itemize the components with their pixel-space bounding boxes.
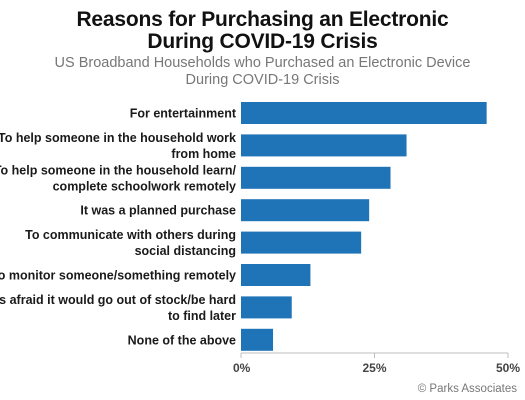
bar — [241, 102, 487, 124]
source-credit: © Parks Associates — [418, 383, 517, 395]
chart-subtitle-line-1: US Broadband Households who Purchased an… — [54, 55, 471, 71]
chart-subtitle-line-2: During COVID-19 Crisis — [185, 72, 340, 88]
category-label: to find later — [168, 309, 236, 323]
category-label: social distancing — [135, 244, 236, 258]
chart-title-line-1: Reasons for Purchasing an Electronic — [76, 8, 449, 31]
category-label: To help someone in the household learn/ — [0, 163, 237, 177]
bar — [241, 166, 391, 189]
x-tick-label: 50% — [496, 361, 520, 375]
bar — [241, 231, 362, 254]
category-label: It was a planned purchase — [80, 204, 236, 218]
x-tick-label: 0% — [233, 361, 251, 375]
chart-title-line-2: During COVID-19 Crisis — [147, 30, 378, 53]
category-label: None of the above — [128, 333, 236, 347]
x-tick-label: 25% — [362, 361, 386, 375]
bar — [241, 199, 370, 222]
category-label: To monitor someone/something remotely — [0, 269, 236, 283]
bar — [241, 134, 407, 157]
category-label: from home — [171, 147, 236, 161]
category-label: For entertainment — [130, 107, 237, 121]
bar — [241, 264, 311, 286]
category-label: To help someone in the household work — [0, 131, 236, 145]
category-label: To communicate with others during — [25, 228, 236, 242]
bar — [241, 296, 292, 319]
category-label: complete schoolwork remotely — [53, 179, 236, 193]
bar — [241, 328, 274, 351]
category-label: Was afraid it would go out of stock/be h… — [0, 293, 236, 307]
